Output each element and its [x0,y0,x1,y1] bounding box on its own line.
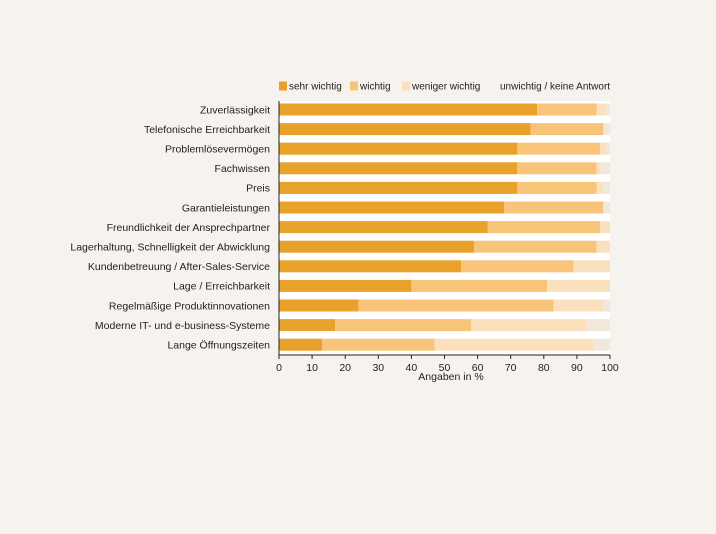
bar-11-series-1 [279,299,359,312]
legend-swatch-1 [279,81,287,91]
bar-6-series-4 [603,201,610,214]
bar-12-series-2 [335,319,471,332]
bar-6-series-1 [279,201,505,214]
bar-4-series-4 [600,162,610,175]
legend-label-3: weniger wichtig [411,82,480,93]
bar-12-series-4 [586,319,610,332]
x-tick-label: 100 [601,362,619,374]
legend-label-2: wichtig [359,82,391,93]
bar-8-series-1 [279,240,475,253]
bar-9-series-3 [573,260,610,273]
x-axis-title: Angaben in % [418,371,483,383]
bar-13-series-3 [434,338,594,351]
category-label: Preis [246,183,270,195]
category-label: Lange Öffnungszeiten [167,340,270,352]
bar-5-series-4 [603,181,610,194]
bar-4-series-1 [279,162,518,175]
bar-3-series-1 [279,142,518,155]
bar-1-series-2 [537,103,597,116]
bar-3-series-4 [606,142,610,155]
bar-6-series-2 [504,201,604,214]
x-tick-label: 60 [472,362,484,374]
bar-2-series-2 [530,123,604,136]
x-tick-label: 50 [439,362,451,374]
bar-13-series-1 [279,338,323,351]
x-tick-label: 90 [571,362,583,374]
category-label: Zuverlässigkeit [200,104,270,116]
category-label: Regelmäßige Produktinnovationen [109,300,270,312]
bar-7-series-1 [279,221,488,234]
x-tick-label: 20 [339,362,351,374]
legend-swatch-3 [402,81,410,91]
bar-11-series-3 [553,299,604,312]
category-label: Telefonische Erreichbarkeit [144,124,270,136]
bar-2-series-1 [279,123,531,136]
bar-5-series-2 [517,181,597,194]
bar-4-series-3 [596,162,601,175]
category-label: Kundenbetreuung / After-Sales-Service [88,261,270,273]
category-label: Lage / Erreichbarkeit [173,281,270,293]
legend-label-1: sehr wichtig [289,82,342,93]
bar-7-series-2 [487,221,601,234]
category-label: Freundlichkeit der Ansprechpartner [107,222,271,234]
bar-4-series-2 [517,162,597,175]
bar-1-series-3 [596,103,607,116]
x-tick-label: 70 [505,362,517,374]
category-label: Problemlösevermögen [165,144,270,156]
bar-1-series-4 [606,103,610,116]
x-tick-label: 80 [538,362,550,374]
bar-12-series-3 [470,319,587,332]
bar-3-series-3 [600,142,607,155]
legend-swatch-2 [350,81,358,91]
bar-2-series-4 [603,123,610,136]
bar-8-series-2 [474,240,597,253]
bar-12-series-1 [279,319,336,332]
bar-10-series-3 [547,279,610,292]
legend-label-4: unwichtig / keine Antwort [500,82,610,93]
category-label: Moderne IT- und e-business-Systeme [95,320,270,332]
bar-9-series-2 [461,260,574,273]
category-label: Garantieleistungen [182,202,270,214]
bar-11-series-2 [358,299,554,312]
bar-1-series-1 [279,103,538,116]
bar-10-series-2 [411,279,548,292]
bar-13-series-4 [593,338,610,351]
bar-5-series-3 [596,181,604,194]
bar-13-series-2 [322,338,435,351]
category-label: Fachwissen [215,163,271,175]
bar-8-series-3 [596,240,610,253]
bar-3-series-2 [517,142,601,155]
category-label: Lagerhaltung, Schnelligkeit der Abwicklu… [70,242,270,254]
bar-5-series-1 [279,181,518,194]
x-tick-label: 10 [306,362,318,374]
bar-11-series-4 [603,299,610,312]
x-tick-label: 30 [372,362,384,374]
x-tick-label: 40 [406,362,418,374]
x-tick-label: 0 [276,362,282,374]
bar-7-series-3 [600,221,610,234]
bar-10-series-1 [279,279,412,292]
bar-9-series-1 [279,260,462,273]
